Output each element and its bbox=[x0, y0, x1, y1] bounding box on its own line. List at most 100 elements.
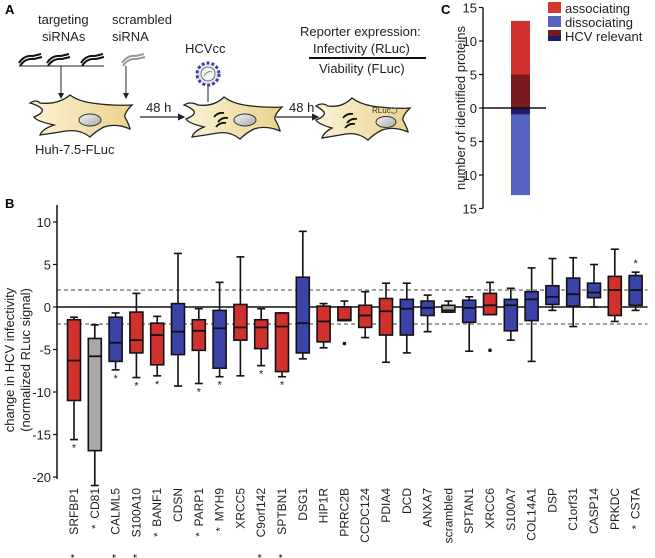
box-s100a7 bbox=[503, 287, 519, 341]
c-y-tick-label: 5 bbox=[470, 135, 477, 150]
legend-label-dissociating: dissociating bbox=[565, 15, 633, 30]
box-iqr bbox=[441, 304, 456, 313]
category-label: CASP14 bbox=[587, 488, 601, 534]
c-y-tick-label: 0 bbox=[470, 101, 477, 116]
targeting-label-line2: siRNAs bbox=[42, 29, 86, 44]
panel-b-boxes: * * * * * * * * * bbox=[66, 230, 643, 487]
scrambled-label-line2: siRNA bbox=[112, 29, 149, 44]
category-label: MYH9 bbox=[213, 488, 227, 522]
significance-star: * bbox=[633, 258, 638, 270]
legend-label-associating: associating bbox=[565, 1, 630, 16]
category-label: XRCC6 bbox=[483, 488, 497, 529]
box-dsg1 bbox=[295, 230, 311, 360]
box-pdia4 bbox=[378, 282, 394, 364]
category-label: ANXA7 bbox=[421, 488, 435, 528]
panel-c-y-axis: 15 10 5 0 5 10 15 bbox=[463, 1, 484, 217]
cell-icon bbox=[28, 94, 134, 138]
category-label: PRRC2B bbox=[337, 488, 351, 537]
category-label: C1orf31 bbox=[566, 488, 580, 531]
c-y-tick-label: 5 bbox=[470, 68, 477, 83]
category-label: DSG1 bbox=[296, 488, 310, 521]
box-csta: * bbox=[628, 258, 643, 312]
cell-line-label: Huh-7.5-FLuc bbox=[35, 142, 115, 157]
category-label: COL14A1 bbox=[525, 488, 539, 541]
category-label: BANF1 bbox=[150, 488, 164, 527]
box-iqr bbox=[108, 316, 123, 363]
rluc-label: RLuc bbox=[372, 106, 391, 115]
legend-swatch-associating bbox=[548, 2, 561, 13]
box-iqr bbox=[337, 306, 352, 322]
nucleus-icon bbox=[375, 116, 397, 128]
y-tick-label: 0 bbox=[44, 300, 51, 315]
significance-star: * bbox=[217, 380, 222, 392]
panel-a-label: A bbox=[5, 2, 15, 17]
category-label: DSP bbox=[545, 488, 559, 513]
box-iqr bbox=[191, 318, 207, 352]
box-prkdc bbox=[607, 248, 623, 323]
category-label: XRCC5 bbox=[233, 488, 247, 529]
reporter-title: Reporter expression: bbox=[300, 24, 421, 39]
sirna-icon bbox=[80, 53, 105, 67]
box-dsp bbox=[545, 257, 560, 312]
category-label: HIP1R bbox=[317, 488, 331, 524]
box-anxa7 bbox=[420, 294, 435, 333]
box-srfbp1: * bbox=[66, 316, 82, 455]
panel-b: B change in HCV infectivity (normalized … bbox=[2, 196, 648, 558]
significance-star: * bbox=[259, 369, 264, 381]
bar-associating-hcv-relevant bbox=[511, 74, 530, 108]
category-star: * bbox=[215, 526, 227, 531]
panel-c-bars bbox=[483, 20, 546, 196]
box-iqr bbox=[503, 298, 519, 332]
box-casp14 bbox=[586, 263, 602, 308]
legend-label-hcv-relevant: HCV relevant bbox=[565, 29, 643, 44]
panel-b-y-axis: 10 5 0 -5 -10 -15 -20 bbox=[32, 205, 58, 485]
c-y-tick-label: 15 bbox=[463, 1, 477, 16]
reporter-numerator: Infectivity (RLuc) bbox=[313, 41, 410, 56]
box-iqr bbox=[482, 292, 498, 316]
panel-c-ylabel: number of identified proteins bbox=[453, 25, 468, 190]
significance-star: * bbox=[72, 443, 77, 455]
category-star: * bbox=[152, 532, 164, 537]
category-label: PDIA4 bbox=[379, 488, 393, 523]
sirna-icon bbox=[342, 112, 358, 129]
category-star: * bbox=[69, 553, 81, 558]
category-star: * bbox=[256, 553, 268, 558]
scrambled-label-line1: scrambled bbox=[112, 12, 172, 27]
panel-c: C number of identified proteins 15105051… bbox=[441, 1, 643, 217]
category-label: scrambled bbox=[441, 488, 455, 543]
box-parp1: * bbox=[191, 307, 207, 399]
box-calml5: * bbox=[108, 312, 123, 385]
box-iqr bbox=[212, 309, 227, 369]
reporter-denominator: Viability (FLuc) bbox=[319, 61, 405, 76]
outlier-point bbox=[488, 348, 492, 353]
sirna-icon bbox=[46, 53, 71, 67]
box-prrc2b bbox=[337, 300, 352, 346]
virus-fragment-icon bbox=[390, 107, 398, 114]
panel-b-ylabel-line2: (normalized RLuc signal) bbox=[18, 288, 33, 432]
box-xrcc5 bbox=[233, 256, 248, 377]
category-label: DCD bbox=[400, 488, 414, 514]
box-iqr bbox=[461, 299, 477, 324]
significance-star: * bbox=[280, 380, 285, 392]
box-iqr bbox=[253, 318, 269, 350]
box-iqr bbox=[316, 305, 331, 343]
category-label: S100A7 bbox=[504, 488, 518, 531]
panel-c-label: C bbox=[441, 2, 451, 17]
box-iqr bbox=[295, 276, 311, 354]
y-tick-label: 10 bbox=[37, 215, 51, 230]
cell-icon: RLuc bbox=[314, 97, 412, 141]
sirna-icon bbox=[18, 53, 43, 67]
box-iqr bbox=[586, 282, 602, 299]
box-s100a10: * bbox=[129, 292, 144, 393]
box-xrcc6 bbox=[482, 281, 498, 353]
legend-swatch-hcv-relevant-top bbox=[548, 30, 561, 36]
sirna-icon bbox=[213, 111, 229, 128]
box-dcd bbox=[399, 282, 415, 354]
c-y-tick-label: 15 bbox=[463, 202, 477, 217]
y-tick-label: -10 bbox=[32, 385, 51, 400]
box-scrambled bbox=[441, 300, 456, 313]
category-label: CDSN bbox=[171, 488, 185, 522]
category-label: C9orf142 bbox=[254, 488, 268, 538]
box-iqr bbox=[524, 290, 539, 322]
panel-b-label: B bbox=[5, 196, 14, 211]
